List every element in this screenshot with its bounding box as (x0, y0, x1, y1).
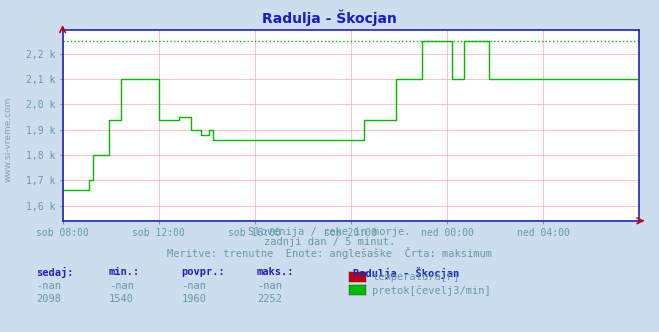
Text: -nan: -nan (257, 281, 282, 290)
Text: Radulja - Škocjan: Radulja - Škocjan (353, 267, 459, 279)
Text: sedaj:: sedaj: (36, 267, 74, 278)
Text: temperatura[F]: temperatura[F] (372, 272, 460, 282)
Text: Meritve: trenutne  Enote: anglešaške  Črta: maksimum: Meritve: trenutne Enote: anglešaške Črta… (167, 247, 492, 259)
Text: maks.:: maks.: (257, 267, 295, 277)
Text: min.:: min.: (109, 267, 140, 277)
Text: Slovenija / reke in morje.: Slovenija / reke in morje. (248, 227, 411, 237)
Text: -nan: -nan (181, 281, 206, 290)
Text: 1540: 1540 (109, 294, 134, 304)
Text: 2252: 2252 (257, 294, 282, 304)
Text: 2098: 2098 (36, 294, 61, 304)
Text: povpr.:: povpr.: (181, 267, 225, 277)
Text: www.si-vreme.com: www.si-vreme.com (4, 97, 13, 182)
Text: Radulja - Škocjan: Radulja - Škocjan (262, 10, 397, 27)
Text: pretok[čevelj3/min]: pretok[čevelj3/min] (372, 285, 491, 296)
Text: 1960: 1960 (181, 294, 206, 304)
Text: zadnji dan / 5 minut.: zadnji dan / 5 minut. (264, 237, 395, 247)
Text: -nan: -nan (36, 281, 61, 290)
Text: -nan: -nan (109, 281, 134, 290)
